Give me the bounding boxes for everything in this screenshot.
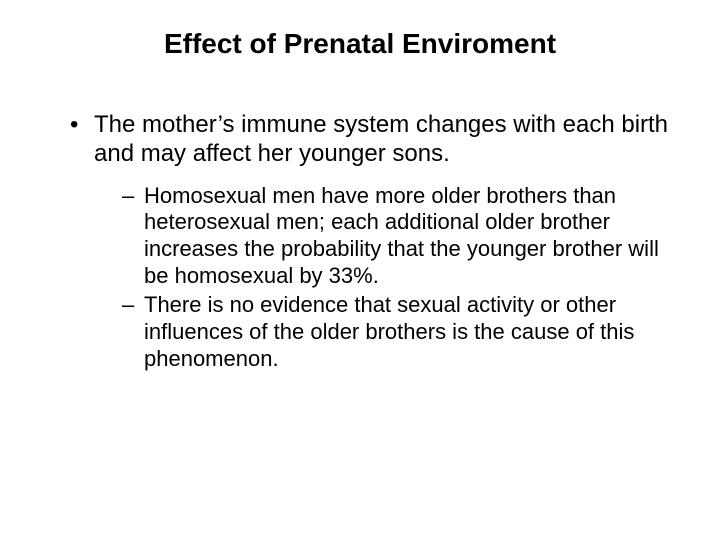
bullet-list-level2: Homosexual men have more older brothers … xyxy=(94,183,680,373)
bullet-text: The mother’s immune system changes with … xyxy=(94,111,668,167)
slide-title: Effect of Prenatal Enviroment xyxy=(30,28,690,60)
sub-bullet-item: Homosexual men have more older brothers … xyxy=(122,183,680,290)
slide: Effect of Prenatal Enviroment The mother… xyxy=(0,0,720,540)
sub-bullet-text: There is no evidence that sexual activit… xyxy=(144,292,634,371)
bullet-item: The mother’s immune system changes with … xyxy=(70,110,680,372)
sub-bullet-text: Homosexual men have more older brothers … xyxy=(144,183,659,288)
sub-bullet-item: There is no evidence that sexual activit… xyxy=(122,292,680,372)
bullet-list-level1: The mother’s immune system changes with … xyxy=(30,110,690,372)
